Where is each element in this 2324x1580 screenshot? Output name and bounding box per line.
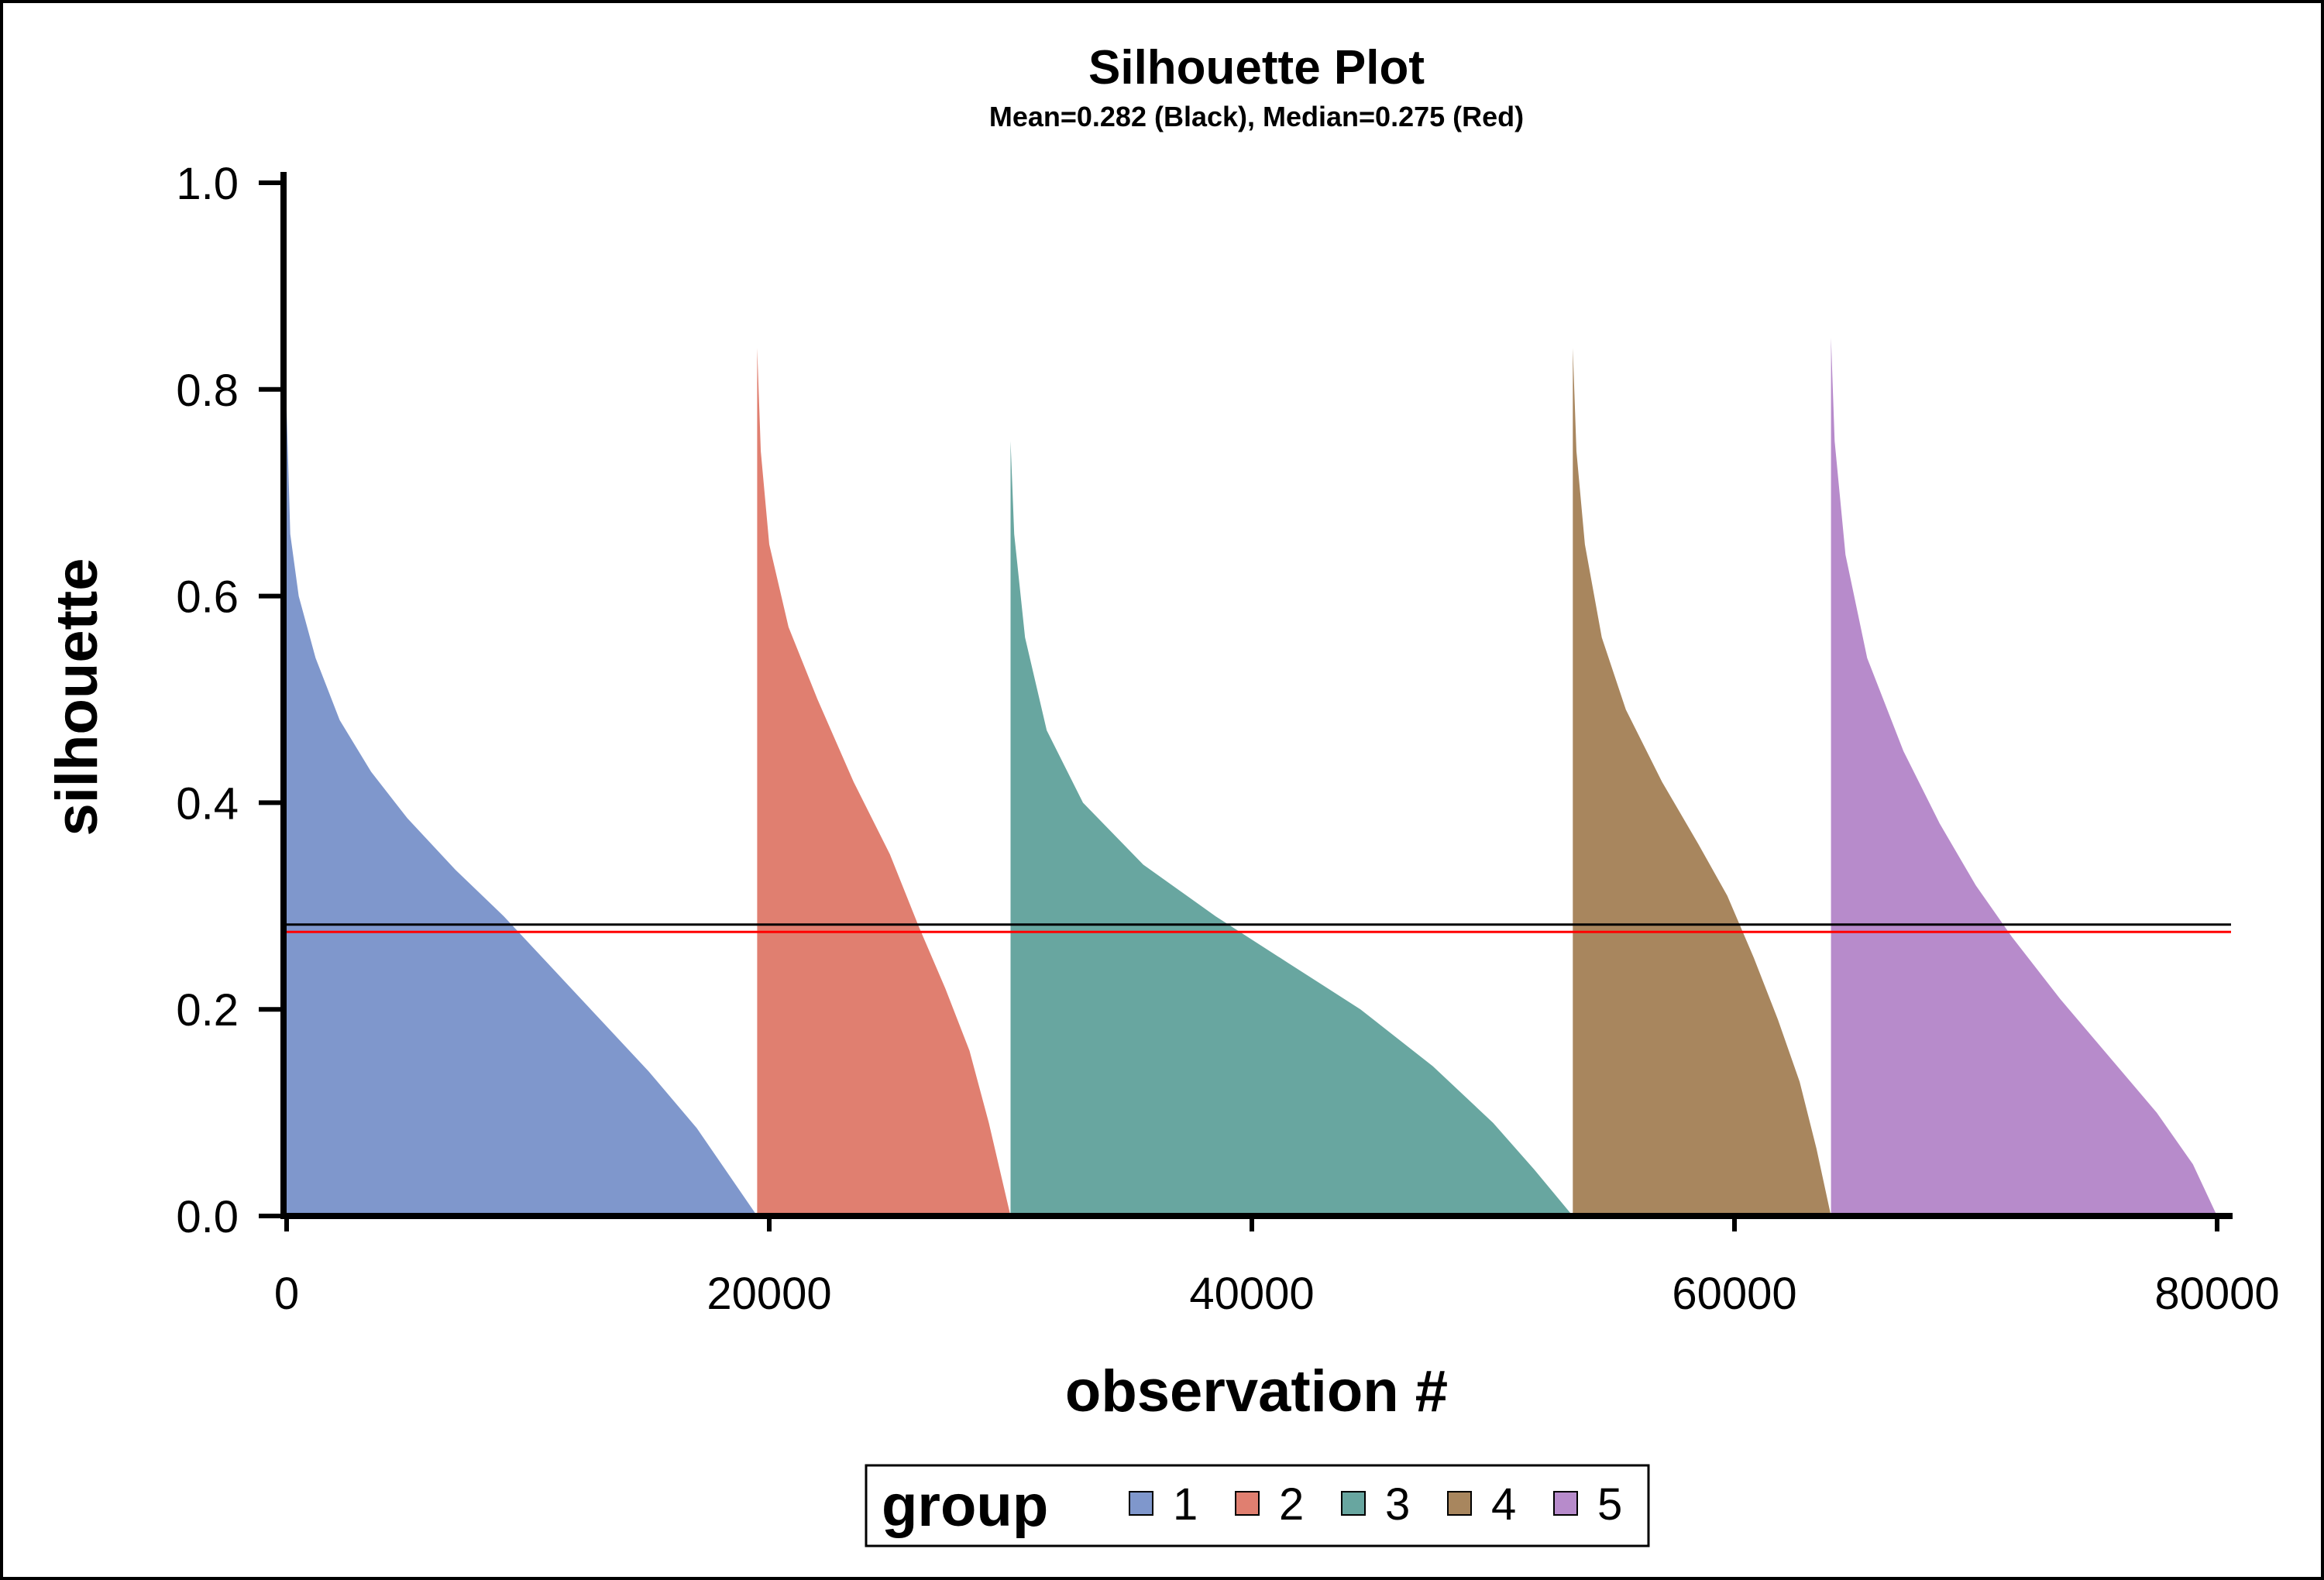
y-axis-label: silhouette xyxy=(44,558,110,836)
y-tick-label: 0.8 xyxy=(176,366,239,416)
x-tick-label: 0 xyxy=(274,1269,299,1319)
legend: group 1 2 3 4 5 xyxy=(865,1464,1650,1547)
legend-label-group-5: 5 xyxy=(1597,1479,1622,1530)
x-tick-label: 20000 xyxy=(706,1269,831,1319)
y-axis-ticks: 0.0 0.2 0.4 0.6 0.8 1.0 xyxy=(176,159,284,1242)
chart-subtitle: Mean=0.282 (Black), Median=0.275 (Red) xyxy=(989,101,1524,132)
y-tick-label: 0.4 xyxy=(176,778,239,829)
legend-swatch-group-5 xyxy=(1553,1491,1578,1516)
legend-label-group-3: 3 xyxy=(1385,1479,1410,1530)
legend-title: group xyxy=(882,1473,1048,1539)
reference-lines xyxy=(287,923,2231,933)
y-tick-label: 1.0 xyxy=(176,159,239,209)
silhouette-area-group-1 xyxy=(287,410,758,1216)
chart-title: Silhouette Plot xyxy=(1088,41,1425,94)
legend-label-group-2: 2 xyxy=(1279,1479,1304,1530)
legend-swatch-group-3 xyxy=(1341,1491,1366,1516)
legend-swatch-group-2 xyxy=(1235,1491,1260,1516)
y-tick-label: 0.2 xyxy=(176,985,239,1036)
silhouette-area-group-2 xyxy=(757,348,1011,1216)
silhouette-area-group-4 xyxy=(1573,348,1831,1216)
legend-swatch-group-1 xyxy=(1129,1491,1153,1516)
silhouette-areas xyxy=(287,338,2217,1217)
axes xyxy=(280,172,2233,1219)
x-axis-label: observation # xyxy=(1065,1358,1448,1424)
legend-items: 1 2 3 4 5 xyxy=(1129,1479,1622,1530)
x-tick-label: 60000 xyxy=(1672,1269,1796,1319)
x-axis-ticks: 0 20000 40000 60000 80000 xyxy=(274,1216,2280,1319)
x-tick-label: 80000 xyxy=(2154,1269,2279,1319)
legend-label-group-4: 4 xyxy=(1491,1479,1516,1530)
legend-label-group-1: 1 xyxy=(1173,1479,1198,1530)
legend-swatch-group-4 xyxy=(1447,1491,1472,1516)
y-tick-label: 0.6 xyxy=(176,572,239,623)
x-tick-label: 40000 xyxy=(1189,1269,1314,1319)
y-tick-label: 0.0 xyxy=(176,1192,239,1242)
silhouette-area-group-5 xyxy=(1831,338,2217,1217)
silhouette-area-group-3 xyxy=(1010,441,1573,1216)
